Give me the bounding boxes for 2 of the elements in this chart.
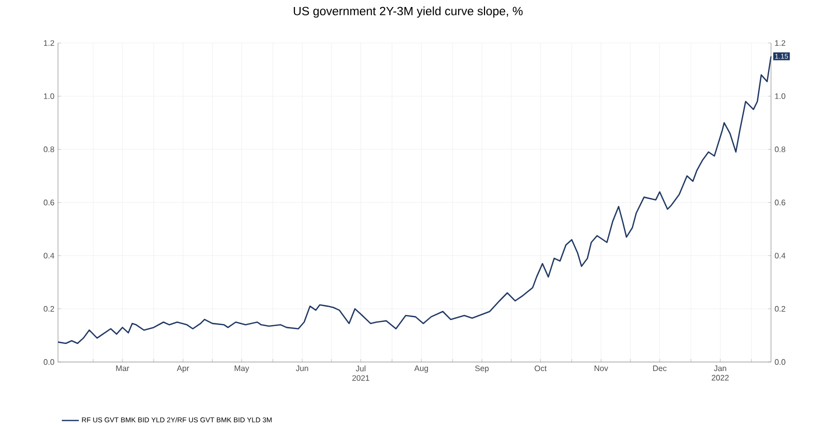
line-series [57, 56, 772, 344]
chart-title: US government 2Y-3M yield curve slope, % [294, 6, 523, 18]
